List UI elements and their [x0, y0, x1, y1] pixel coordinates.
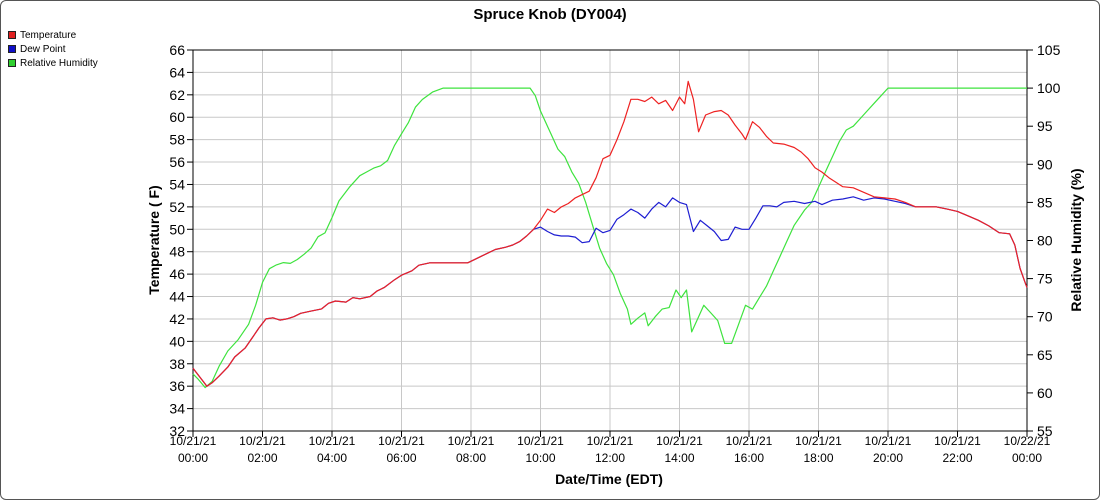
y2-tick-label: 70 [1037, 309, 1053, 325]
y-tick-label: 58 [169, 132, 185, 148]
y-tick-label: 62 [169, 87, 185, 103]
grid [192, 49, 1028, 432]
y2-tick-label: 65 [1037, 347, 1053, 363]
x-tick-date: 10/21/21 [934, 434, 981, 448]
y2-tick-label: 75 [1037, 271, 1053, 287]
x-tick-time: 00:00 [178, 451, 208, 465]
y-tick-label: 42 [169, 311, 185, 327]
legend-swatch-temperature [8, 31, 16, 39]
x-tick-time: 04:00 [317, 451, 347, 465]
y-tick-label: 64 [169, 64, 185, 80]
y-tick-label: 32 [169, 423, 185, 439]
x-tick-date: 10/21/21 [517, 434, 564, 448]
series-line-relative-humidity [192, 87, 1027, 389]
legend-swatch-relative-humidity [8, 59, 16, 67]
x-tick-time: 12:00 [595, 451, 625, 465]
chart-title: Spruce Knob (DY004) [473, 6, 626, 23]
y-tick-label: 52 [169, 199, 185, 215]
y-tick-label: 46 [169, 266, 185, 282]
y2-tick-label: 80 [1037, 233, 1053, 249]
legend-item-dew-point: Dew Point [8, 42, 98, 56]
series-layer [192, 80, 1028, 389]
legend-label-relative-humidity: Relative Humidity [20, 57, 98, 69]
x-tick-time: 02:00 [247, 451, 277, 465]
y2-tick-label: 95 [1037, 118, 1053, 134]
legend-label-temperature: Temperature [20, 29, 77, 41]
y2-tick-label: 85 [1037, 194, 1053, 210]
x-tick-time: 20:00 [873, 451, 903, 465]
y-tick-label: 48 [169, 244, 185, 260]
y-axis-label: Temperature ( F) [146, 185, 162, 294]
legend-label-dew-point: Dew Point [20, 43, 66, 55]
y2-tick-label: 90 [1037, 156, 1053, 172]
y2-axis-label: Relative Humidity (%) [1068, 168, 1084, 311]
y2-tick-label: 55 [1037, 423, 1053, 439]
plot-border [192, 49, 1028, 432]
y-tick-label: 36 [169, 378, 185, 394]
x-tick-time: 10:00 [525, 451, 555, 465]
y-tick-label: 66 [169, 42, 185, 58]
x-tick-time: 00:00 [1012, 451, 1042, 465]
x-tick-time: 16:00 [734, 451, 764, 465]
x-tick-time: 18:00 [803, 451, 833, 465]
y2-tick-label: 105 [1037, 42, 1061, 58]
legend: Temperature Dew Point Relative Humidity [8, 28, 98, 70]
x-tick-date: 10/21/21 [656, 434, 703, 448]
y-tick-label: 50 [169, 221, 185, 237]
y-tick-label: 60 [169, 109, 185, 125]
x-tick-time: 08:00 [456, 451, 486, 465]
x-tick-date: 10/21/21 [239, 434, 286, 448]
legend-item-relative-humidity: Relative Humidity [8, 56, 98, 70]
x-axis-label: Date/Time (EDT) [555, 471, 663, 487]
x-tick-time: 22:00 [942, 451, 972, 465]
x-tick-date: 10/21/21 [309, 434, 356, 448]
x-tick-time: 14:00 [664, 451, 694, 465]
y-tick-label: 56 [169, 154, 185, 170]
y-tick-label: 34 [169, 401, 185, 417]
x-tick-date: 10/21/21 [865, 434, 912, 448]
x-tick-date: 10/21/21 [170, 434, 217, 448]
x-tick-date: 10/21/21 [448, 434, 495, 448]
x-tick-date: 10/21/21 [726, 434, 773, 448]
y-tick-label: 44 [169, 289, 185, 305]
y-tick-label: 40 [169, 333, 185, 349]
x-tick-date: 10/21/21 [795, 434, 842, 448]
x-tick-date: 10/22/21 [1004, 434, 1051, 448]
legend-swatch-dew-point [8, 45, 16, 53]
x-tick-date: 10/21/21 [587, 434, 634, 448]
x-tick-time: 06:00 [386, 451, 416, 465]
y-tick-label: 38 [169, 356, 185, 372]
y-tick-label: 54 [169, 176, 185, 192]
y2-tick-label: 100 [1037, 80, 1061, 96]
axes: 32 34 36 38 40 42 44 46 48 50 52 54 56 58 60 62 64 66 55 60… [169, 42, 1060, 465]
x-tick-date: 10/21/21 [378, 434, 425, 448]
legend-item-temperature: Temperature [8, 28, 98, 42]
y2-tick-label: 60 [1037, 385, 1053, 401]
series-line-temperature [192, 80, 1028, 387]
